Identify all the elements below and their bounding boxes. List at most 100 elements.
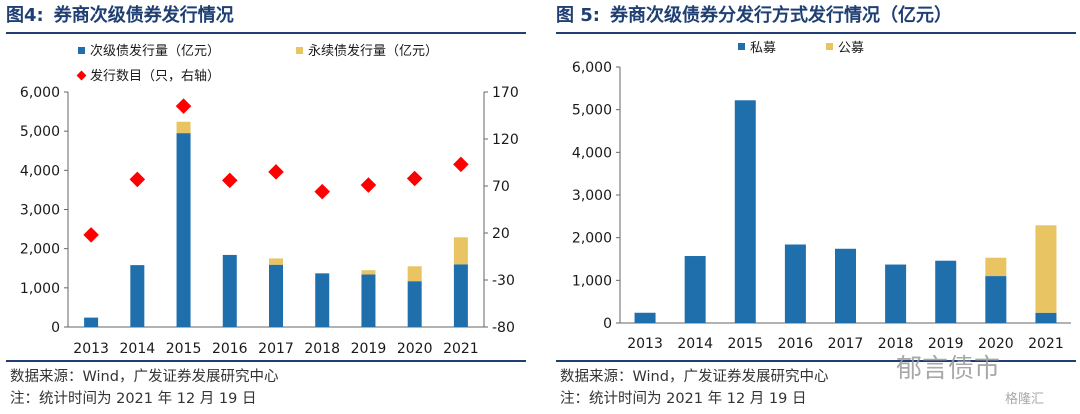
figure-5-panel: 图 5: 券商次级债券分发行方式发行情况（亿元） 0 1,000 2,000 3,000… <box>556 0 1076 414</box>
bar-subordinated-2015 <box>176 133 191 327</box>
x-tick-label: 2016 <box>212 341 248 357</box>
issue-count-marker-2021 <box>453 156 469 173</box>
bar-subordinated-2020 <box>407 281 422 327</box>
bar-subordinated-2018 <box>315 273 330 327</box>
legend-label-subordinated: 次级债发行量（亿元） <box>90 43 220 59</box>
bar-subordinated-2013 <box>84 317 99 327</box>
figure-5-number: 图 5: <box>556 5 600 26</box>
legend-label-perpetual: 永续债发行量（亿元） <box>308 43 438 59</box>
legend-swatch-private <box>738 43 745 50</box>
issue-count-marker-2013 <box>83 227 99 243</box>
figure-4-bottom-rule <box>6 360 526 362</box>
x-tick-label: 2018 <box>878 336 914 352</box>
y-left-tick-label: 3,000 <box>20 203 60 219</box>
y-tick-label: 3,000 <box>572 188 612 204</box>
figure-4-title-rule <box>6 32 526 34</box>
bar-private-2015 <box>734 100 756 323</box>
figure-5-title: 图 5: 券商次级债券分发行方式发行情况（亿元） <box>556 2 1076 30</box>
bar-subordinated-2019 <box>361 274 376 327</box>
watermark-logo-text: 格隆汇 <box>1005 392 1045 407</box>
issue-count-marker-2017 <box>268 164 284 180</box>
bar-public-2021 <box>1035 225 1057 313</box>
y-right-tick-label: 70 <box>492 179 510 195</box>
bar-perpetual-2017 <box>269 258 283 265</box>
bar-private-2014 <box>684 256 706 323</box>
x-tick-label: 2021 <box>443 341 479 357</box>
bar-perpetual-2020 <box>407 266 422 282</box>
figure-5-source: 数据来源：Wind，广发证券发展研究中心 <box>560 369 829 385</box>
y-right-tick-label: 120 <box>492 132 519 148</box>
bar-private-2020 <box>985 276 1007 323</box>
y-tick-label: 4,000 <box>572 145 612 161</box>
figure-5-note: 注：统计时间为 2021 年 12 月 19 日 <box>560 391 807 407</box>
x-tick-label: 2020 <box>397 341 433 357</box>
figure-4-note: 注：统计时间为 2021 年 12 月 19 日 <box>10 391 257 407</box>
x-tick-label: 2019 <box>351 341 387 357</box>
legend-swatch-public <box>826 43 833 50</box>
y-left-tick-label: 0 <box>51 320 60 336</box>
bar-subordinated-2014 <box>130 265 145 327</box>
figure-4-panel: 图4: 券商次级债券发行情况 0 1,000 2,000 3,000 4,000 5,000… <box>6 0 526 414</box>
issue-count-marker-2016 <box>221 172 238 189</box>
y-tick-label: 6,000 <box>572 60 612 76</box>
x-tick-label: 2021 <box>1028 336 1064 352</box>
y-tick-label: 0 <box>603 316 612 332</box>
y-tick-label: 1,000 <box>572 273 612 289</box>
bar-private-2021 <box>1035 312 1057 323</box>
bar-subordinated-2021 <box>453 264 468 327</box>
issue-count-marker-2019 <box>360 177 377 193</box>
bar-perpetual-2021 <box>453 237 468 265</box>
legend-label-private: 私募 <box>750 41 776 56</box>
legend-swatch-subordinated <box>78 47 85 54</box>
bar-perpetual-2019 <box>361 270 376 275</box>
issue-count-marker-2020 <box>406 170 423 187</box>
bar-private-2018 <box>885 264 907 323</box>
y-left-tick-label: 2,000 <box>20 242 60 258</box>
figure-4-chart: 0 1,000 2,000 3,000 4,000 5,000 6,000 -80 -30 20 7… <box>20 43 519 357</box>
bar-subordinated-2017 <box>269 264 283 327</box>
bar-private-2013 <box>634 312 656 323</box>
y-tick-label: 5,000 <box>572 103 612 119</box>
y-right-tick-label: 170 <box>492 85 519 101</box>
bar-public-2020 <box>985 257 1007 277</box>
x-tick-label: 2019 <box>928 336 964 352</box>
y-left-tick-label: 4,000 <box>20 163 60 179</box>
figure-5-title-rule <box>556 32 1076 34</box>
watermark-text: 郁言债市 <box>896 354 1001 384</box>
figure-4-number: 图4: <box>6 5 44 26</box>
x-tick-label: 2017 <box>258 341 294 357</box>
legend-label-public: 公募 <box>838 41 864 56</box>
legend-swatch-issue-count <box>76 70 87 81</box>
figure-4-source: 数据来源：Wind，广发证券发展研究中心 <box>10 369 279 385</box>
x-tick-label: 2017 <box>828 336 864 352</box>
bar-subordinated-2016 <box>222 254 237 327</box>
figure-5-title-text: 券商次级债券分发行方式发行情况（亿元） <box>610 5 952 26</box>
figure-4-title: 图4: 券商次级债券发行情况 <box>6 2 526 30</box>
bar-private-2019 <box>935 260 957 323</box>
x-tick-label: 2015 <box>166 341 202 357</box>
bar-private-2016 <box>784 244 806 323</box>
x-tick-label: 2015 <box>727 336 763 352</box>
issue-count-marker-2018 <box>314 183 331 200</box>
legend-label-issue-count: 发行数目（只，右轴） <box>90 68 220 84</box>
issue-count-marker-2015 <box>175 98 192 114</box>
y-left-tick-label: 1,000 <box>20 281 60 297</box>
legend-swatch-perpetual <box>296 47 303 54</box>
x-tick-label: 2014 <box>677 336 713 352</box>
figure-5-chart: 0 1,000 2,000 3,000 4,000 5,000 6,000 2013 2014 2… <box>572 41 1071 352</box>
bar-perpetual-2015 <box>176 121 191 134</box>
x-tick-label: 2020 <box>978 336 1014 352</box>
y-left-tick-label: 5,000 <box>20 124 60 140</box>
figure-5-bottom-rule <box>556 360 1076 362</box>
x-tick-label: 2016 <box>778 336 814 352</box>
y-right-tick-label: 20 <box>492 226 510 242</box>
y-left-tick-label: 6,000 <box>20 85 60 101</box>
bar-private-2017 <box>835 248 856 323</box>
y-right-tick-label: -30 <box>492 273 515 289</box>
x-tick-label: 2018 <box>304 341 340 357</box>
x-tick-label: 2014 <box>120 341 156 357</box>
y-right-tick-label: -80 <box>492 320 515 336</box>
y-tick-label: 2,000 <box>572 231 612 247</box>
x-tick-label: 2013 <box>627 336 663 352</box>
x-tick-label: 2013 <box>73 341 109 357</box>
